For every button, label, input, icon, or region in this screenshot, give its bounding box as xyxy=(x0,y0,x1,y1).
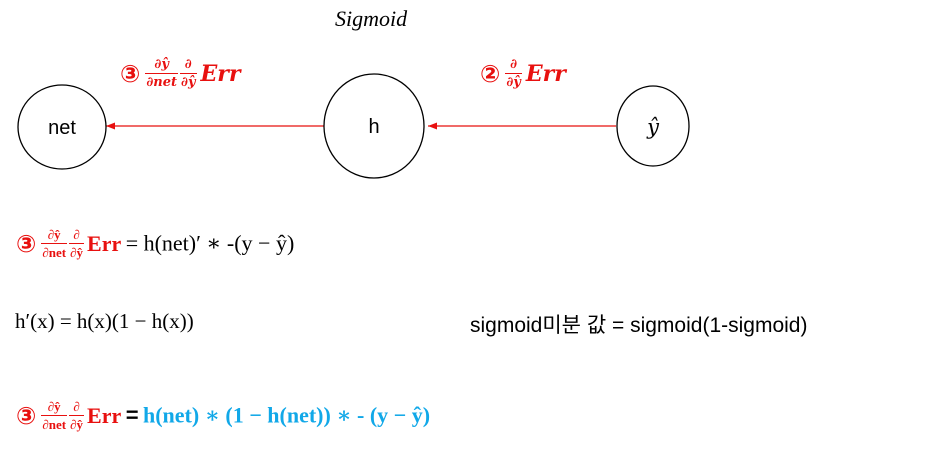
sigmoid-derivative-formula: h′(x) = h(x)(1 − h(x)) xyxy=(15,309,194,334)
step-3-marker: ③ xyxy=(120,60,140,88)
step-2-marker: ② xyxy=(480,60,500,88)
fraction-dyhat-dnet: ∂ŷ ∂net xyxy=(145,58,178,89)
label-yhat-to-h: ② ∂ ∂ŷ Err xyxy=(480,58,566,89)
equation-rhs: = h(net)′ ∗ -(y − ŷ) xyxy=(126,231,295,256)
equals-sign: = xyxy=(126,403,139,428)
step-3-marker: ③ xyxy=(16,230,36,258)
label-h-to-net: ③ ∂ŷ ∂net ∂ ∂ŷ Err xyxy=(120,58,240,89)
equation-rhs-expanded: h(net) ∗ (1 − h(net)) ∗ - (y − ŷ) xyxy=(143,403,430,428)
equation-chain-rule: ③ ∂ŷ ∂net ∂ ∂ŷ Err = h(net)′ ∗ -(y − ŷ) xyxy=(16,228,294,259)
node-h-label: h xyxy=(368,116,379,138)
fraction-dyhat-dnet: ∂ŷ ∂net xyxy=(41,228,67,259)
fraction-d-dyhat: ∂ ∂ŷ xyxy=(69,228,84,259)
err-term: Err xyxy=(201,61,241,87)
equation-expanded: ③ ∂ŷ ∂net ∂ ∂ŷ Err = h(net) ∗ (1 − h(net)) ∗ … xyxy=(16,400,430,431)
fraction-d-dyhat: ∂ ∂ŷ xyxy=(69,400,84,431)
node-yhat-label: ŷ xyxy=(646,115,660,139)
err-term: Err xyxy=(526,61,566,87)
fraction-d-dyhat: ∂ ∂ŷ xyxy=(180,58,197,89)
node-h: h xyxy=(324,74,424,178)
err-term: Err xyxy=(87,403,121,428)
node-yhat: ŷ xyxy=(617,86,689,166)
step-3-marker: ③ xyxy=(16,402,36,430)
node-net: net xyxy=(18,85,106,169)
node-net-label: net xyxy=(48,117,76,139)
sigmoid-derivative-note: sigmoid미분 값 = sigmoid(1-sigmoid) xyxy=(470,309,807,339)
fraction-dyhat-dnet: ∂ŷ ∂net xyxy=(41,400,67,431)
err-term: Err xyxy=(87,231,121,256)
fraction-d-dyhat: ∂ ∂ŷ xyxy=(505,58,522,89)
